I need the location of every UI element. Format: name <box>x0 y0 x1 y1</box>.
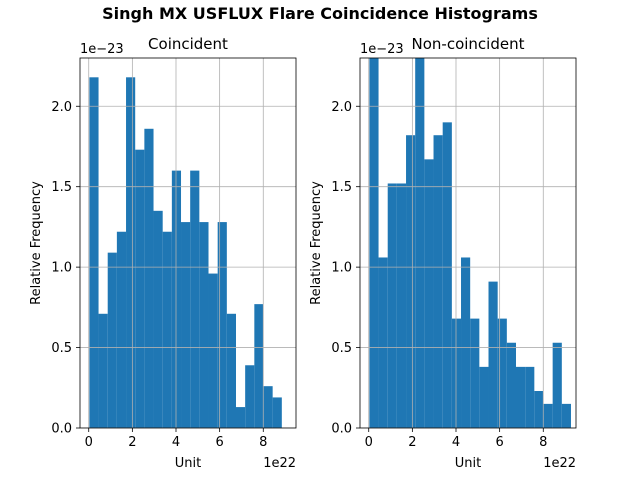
y-axis-label: Relative Frequency <box>309 181 324 305</box>
histogram-bar <box>254 304 264 428</box>
y-tick-label: 0.0 <box>331 422 352 437</box>
histogram-bar <box>144 128 154 428</box>
histogram-bar <box>217 222 227 428</box>
histogram-bar <box>369 58 379 428</box>
histogram-bar <box>153 210 163 428</box>
histogram-bar <box>561 403 571 428</box>
axes-frame <box>79 57 297 429</box>
x-tick-label: 0 <box>365 435 373 450</box>
histogram-bar <box>451 318 462 428</box>
y-axis-label: Relative Frequency <box>29 181 44 305</box>
plot-area <box>360 58 576 428</box>
x-tick-label: 4 <box>452 435 460 450</box>
histogram-bar <box>98 313 108 428</box>
chart-title: Non-coincident <box>412 35 525 53</box>
x-tick-label: 6 <box>495 435 503 450</box>
chart-non-coincident: Non-coincident Unit Relative Frequency 1… <box>309 35 577 471</box>
x-tick-label: 8 <box>539 435 547 450</box>
x-tick-label: 8 <box>259 435 267 450</box>
x-tick-label: 2 <box>408 435 416 450</box>
histogram-bar <box>543 403 553 428</box>
x-offset-label: 1e22 <box>263 456 296 471</box>
x-axis-label: Unit <box>455 456 481 471</box>
histogram-bar <box>415 58 425 428</box>
histogram-bar <box>461 257 471 428</box>
axes-frame <box>359 57 577 429</box>
histogram-bar <box>479 366 489 428</box>
histogram-bar <box>387 183 397 428</box>
histogram-bar <box>162 231 172 428</box>
histogram-bar <box>263 386 273 428</box>
histogram-bar <box>378 257 388 428</box>
histogram-bar <box>488 281 498 428</box>
histogram-bar <box>116 231 127 428</box>
histogram-bar <box>181 222 191 428</box>
y-offset-label: 1e−23 <box>360 42 404 57</box>
y-tick-label: 0.0 <box>51 422 72 437</box>
y-tick-label: 2.0 <box>51 100 72 115</box>
histogram-bar <box>89 77 99 428</box>
y-tick-label: 1.5 <box>331 180 352 195</box>
histogram-bar <box>208 273 218 428</box>
y-tick-label: 1.0 <box>331 261 352 276</box>
x-offset-label: 1e22 <box>543 456 576 471</box>
histogram-bar <box>552 342 562 428</box>
y-tick-label: 2.0 <box>331 100 352 115</box>
x-axis-label: Unit <box>175 456 201 471</box>
histogram-bar <box>236 407 246 428</box>
histogram-bar <box>199 222 209 428</box>
histogram-bar <box>534 391 544 428</box>
x-tick-label: 0 <box>85 435 93 450</box>
histogram-bar <box>171 170 182 428</box>
y-tick-label: 1.5 <box>51 180 72 195</box>
histogram-bar <box>506 342 516 428</box>
histogram-bar <box>272 397 282 428</box>
histogram-bar <box>470 318 480 428</box>
y-offset-label: 1e−23 <box>80 42 124 57</box>
histogram-bar <box>396 183 407 428</box>
histogram-bar <box>126 77 136 428</box>
histogram-bar <box>442 122 452 428</box>
figure-title: Singh MX USFLUX Flare Coincidence Histog… <box>102 4 538 23</box>
y-tick-label: 1.0 <box>51 261 72 276</box>
x-tick-label: 6 <box>215 435 223 450</box>
x-tick-label: 4 <box>172 435 180 450</box>
histogram-bar <box>424 159 434 428</box>
histogram-bar <box>135 149 145 428</box>
histogram-bar <box>245 365 255 428</box>
histogram-bar <box>190 170 200 428</box>
chart-coincident: Coincident Unit Relative Frequency 1e22 … <box>29 35 297 471</box>
histogram-bar <box>107 252 117 428</box>
histogram-bar <box>226 313 236 428</box>
histogram-bar <box>433 135 443 428</box>
plot-area <box>80 58 296 428</box>
chart-title: Coincident <box>148 35 228 53</box>
histogram-bar <box>525 366 535 428</box>
histogram-bar <box>516 366 526 428</box>
histogram-bar <box>406 135 416 428</box>
x-tick-label: 2 <box>128 435 136 450</box>
histogram-bar <box>497 318 507 428</box>
y-tick-label: 0.5 <box>331 341 352 356</box>
y-tick-label: 0.5 <box>51 341 72 356</box>
